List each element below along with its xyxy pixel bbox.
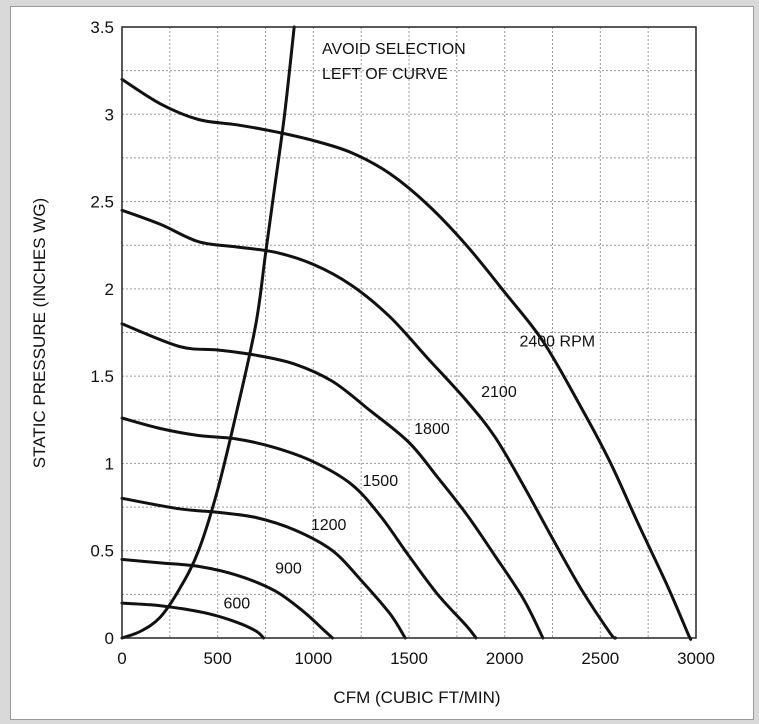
y-tick-labels: 0 0.5 1 1.5 2 2.5 3 3.5 [90,18,114,648]
plot-border [121,26,697,639]
x-axis-label: CFM (CUBIC FT/MIN) [333,688,500,707]
curve-label: 900 [275,560,302,577]
rpm-curve-600 [120,601,266,640]
curve-label: 600 [223,595,250,612]
x-tick-labels: 0 500 1000 1500 2000 2500 3000 [117,649,715,668]
rpm-curve-1800 [120,322,545,640]
annotation-line-1: AVOID SELECTION [322,41,466,58]
annotation-line-2: LEFT OF CURVE [322,66,448,83]
limit-curve-layer [120,25,296,640]
curve-label: 2400 RPM [519,333,595,350]
y-tick-label: 1.5 [90,367,114,386]
rpm-curve-1500 [120,416,478,640]
y-axis-label: STATIC PRESSURE (INCHES WG) [30,198,49,468]
y-tick-label: 2 [105,280,114,299]
rpm-curve-900 [120,557,334,640]
x-tick-label: 2500 [581,649,619,668]
x-tick-label: 500 [203,649,231,668]
x-tick-label: 2000 [486,649,524,668]
rpm-curve-2100 [120,208,618,640]
curve-label: 2100 [481,384,517,401]
curve-labels: 600 900 1200 1500 1800 2100 2400 RPM [223,333,595,612]
curve-label: 1800 [414,421,450,438]
y-tick-label: 1 [105,454,114,473]
y-tick-label: 0.5 [90,542,114,561]
x-tick-label: 1500 [390,649,428,668]
chart-frame [10,6,754,720]
y-tick-label: 0 [105,629,114,648]
avoid-selection-limit-curve [120,25,296,640]
x-tick-label: 0 [117,649,126,668]
curve-label: 1200 [311,517,347,534]
rpm-curve-2400-rpm [120,77,693,641]
x-tick-label: 3000 [677,649,715,668]
grid-lines [122,27,696,638]
y-tick-label: 2.5 [90,193,114,212]
y-tick-label: 3.5 [90,18,114,37]
rpm-curve-1200 [120,496,407,640]
y-tick-label: 3 [105,105,114,124]
rpm-curves [120,77,693,641]
x-tick-label: 1000 [294,649,332,668]
curve-label: 1500 [363,473,399,490]
